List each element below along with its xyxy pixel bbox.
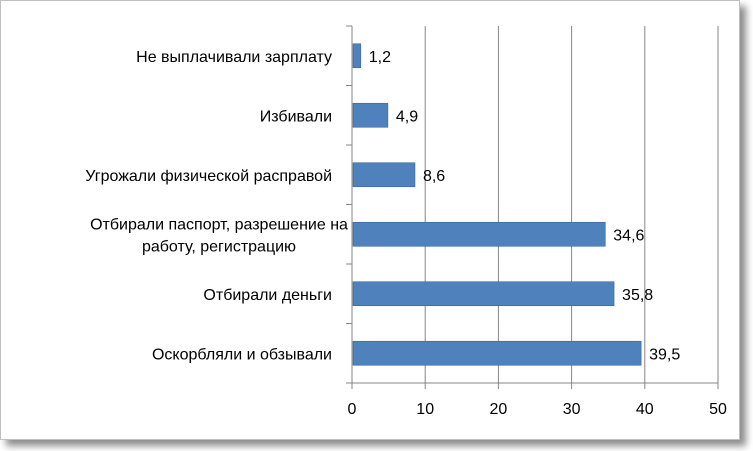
category-label-line: Не выплачивали зарплату [136,49,332,66]
horizontal-bar-chart: 0 10 20 30 40 50 1,2 Не выплачивали зарплату 4,9… [85,25,727,418]
bar-1 [352,102,389,128]
bar-2 [352,162,416,188]
data-label-4: 35,8 [622,287,653,304]
x-tick-label-20: 20 [490,401,508,418]
category-label-line: работу, регистрацию [142,238,296,255]
category-label-line: Избивали [260,108,332,125]
category-label-1: Избивали [260,108,332,125]
bar-0 [352,43,362,69]
chart-frame: 0 10 20 30 40 50 1,2 Не выплачивали зарплату 4,9… [0,0,740,440]
data-label-1: 4,9 [396,108,418,125]
category-label-3: Отбирали паспорт, разрешение на работу, р… [90,216,348,255]
category-label-5: Оскорбляли и обзывали [152,346,332,363]
category-label-4: Отбирали деньги [203,287,332,304]
bar-3 [352,221,606,247]
x-tick-label-0: 0 [348,401,357,418]
data-label-2: 8,6 [423,168,445,185]
x-tick-label-40: 40 [636,401,654,418]
bar-4 [352,281,615,307]
category-label-line: Оскорбляли и обзывали [152,346,332,363]
category-label-0: Не выплачивали зарплату [136,49,332,66]
bar-5 [352,340,642,366]
category-label-line: Угрожали физической расправой [85,168,332,185]
category-label-line: Отбирали паспорт, разрешение на [90,216,348,233]
category-label-2: Угрожали физической расправой [85,168,332,185]
x-tick-label-50: 50 [709,401,727,418]
x-tick-label-30: 30 [563,401,581,418]
data-label-3: 34,6 [613,227,644,244]
x-tick-label-10: 10 [416,401,434,418]
category-label-line: Отбирали деньги [203,287,332,304]
data-label-5: 39,5 [649,346,680,363]
data-label-0: 1,2 [369,49,391,66]
